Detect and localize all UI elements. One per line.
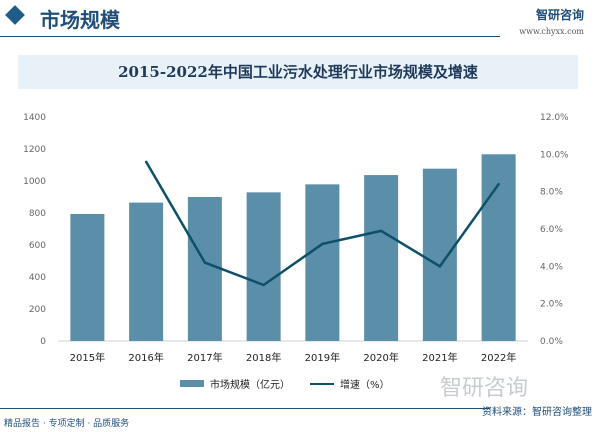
x-tick-label: 2021年: [422, 351, 457, 364]
legend-line-label: 增速（%）: [340, 380, 390, 391]
header-divider: [0, 36, 500, 37]
x-tick-label: 2016年: [128, 351, 163, 364]
growth-point-2017年: [203, 261, 207, 264]
right-tick-label: 6.0%: [540, 225, 563, 235]
left-tick-label: 800: [29, 209, 46, 219]
source-note: 资料来源：智研咨询整理: [482, 407, 592, 418]
bar-2022年: [481, 154, 516, 341]
right-tick-label: 8.0%: [540, 188, 563, 198]
right-tick-label: 0.0%: [540, 337, 563, 347]
right-tick-label: 4.0%: [540, 262, 563, 272]
bar-2018年: [246, 192, 281, 341]
legend: 市场规模（亿元） 增速（%）: [180, 376, 390, 391]
chart-title: 2015-2022年中国工业污水处理行业市场规模及增速: [18, 55, 578, 89]
legend-bar-label: 市场规模（亿元）: [210, 380, 290, 391]
legend-bar-swatch: [180, 380, 204, 387]
left-tick-label: 200: [29, 305, 46, 315]
left-tick-label: 1400: [23, 113, 46, 123]
bar-2020年: [364, 175, 399, 341]
x-tick-label: 2020年: [363, 351, 398, 364]
x-tick-label: 2019年: [305, 351, 340, 364]
growth-point-2018年: [262, 283, 265, 287]
watermark-logo: 智研咨询: [440, 376, 529, 401]
x-tick-label: 2017年: [187, 351, 222, 364]
x-tick-label: 2022年: [481, 351, 516, 364]
bar-2017年: [187, 197, 222, 341]
x-tick-label: 2015年: [70, 351, 105, 364]
bar-2015年: [70, 213, 105, 341]
left-tick-label: 0: [40, 337, 46, 347]
left-tick-label: 1200: [23, 145, 46, 155]
left-tick-label: 1000: [23, 177, 46, 187]
brand-logo: 智研咨询: [535, 8, 584, 22]
bar-2016年: [129, 202, 164, 341]
growth-point-2016年: [144, 160, 148, 163]
growth-point-2021年: [438, 265, 442, 268]
x-tick-label: 2018年: [246, 351, 281, 364]
right-tick-label: 2.0%: [540, 300, 563, 310]
right-tick-label: 10.0%: [540, 150, 569, 160]
left-tick-label: 600: [29, 241, 46, 251]
section-title: 市场规模: [40, 8, 120, 32]
growth-point-2022年: [497, 183, 500, 186]
legend-line-swatch: [310, 382, 334, 385]
chart: 0 200 400 600 800 1000 1200 1400 0.0% 2.0% 4.0% 6.0…: [23, 113, 569, 364]
bar-2021年: [422, 168, 457, 341]
growth-point-2020年: [379, 229, 383, 233]
right-tick-label: 12.0%: [540, 113, 569, 123]
left-tick-label: 400: [29, 273, 46, 283]
footer-slogan: 精品报告 · 专项定制 · 品质服务: [4, 419, 130, 429]
growth-point-2019年: [321, 242, 324, 246]
bar-2019年: [305, 184, 340, 341]
brand-url: www.chyxx.com: [519, 27, 584, 36]
footer-divider: [0, 408, 490, 409]
